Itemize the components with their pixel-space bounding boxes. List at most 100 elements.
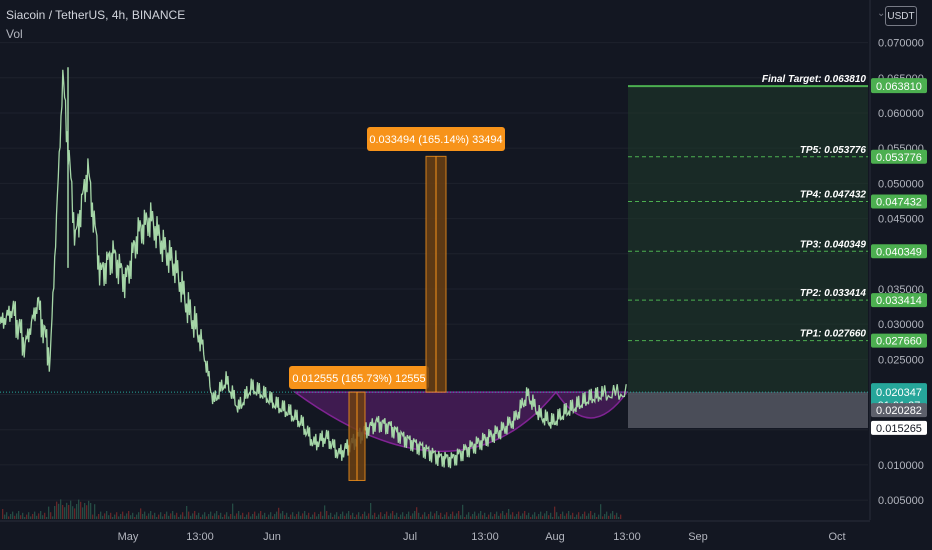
volume-bar: [346, 513, 348, 519]
volume-bar: [370, 503, 372, 519]
stop-zone: [628, 392, 868, 429]
volume-bar: [164, 514, 166, 519]
price-tick-label: 0.010000: [878, 460, 924, 472]
final-target-label: Final Target: 0.063810: [762, 74, 867, 85]
volume-bar: [292, 512, 294, 519]
volume-bar: [42, 515, 44, 519]
volume-bar: [306, 515, 308, 519]
volume-bar: [132, 512, 134, 519]
volume-bar: [78, 499, 80, 519]
volume-bar: [382, 516, 384, 519]
volume-bar: [312, 514, 314, 519]
volume-bar: [124, 515, 126, 519]
time-tick-label: Jun: [263, 531, 281, 543]
volume-bar: [72, 506, 74, 519]
volume-bar: [100, 511, 102, 519]
volume-bar: [314, 512, 316, 519]
volume-bar: [12, 511, 14, 519]
currency-button[interactable]: USDT: [885, 6, 917, 26]
volume-bar: [316, 516, 318, 519]
volume-bar: [240, 515, 242, 519]
time-tick-label: Jul: [403, 531, 417, 543]
axis-tag: 0.040349: [876, 246, 922, 258]
volume-bar: [496, 511, 498, 519]
volume-bar: [212, 515, 214, 519]
volume-bar: [282, 511, 284, 519]
volume-bar: [404, 516, 406, 519]
volume-bar: [52, 516, 54, 519]
volume-bar: [390, 513, 392, 519]
volume-bar: [34, 511, 36, 519]
volume-bar: [394, 515, 396, 519]
volume-bar: [570, 515, 572, 519]
volume-bar: [572, 512, 574, 519]
volume-bar: [290, 514, 292, 519]
volume-bar: [610, 513, 612, 519]
volume-bar: [544, 513, 546, 519]
volume-bar: [350, 515, 352, 519]
volume-indicator-label[interactable]: Vol: [6, 27, 23, 41]
volume-bar: [330, 512, 332, 519]
volume-bar: [84, 503, 86, 519]
volume-bar: [256, 515, 258, 519]
volume-bar: [110, 512, 112, 519]
volume-bar: [416, 507, 418, 519]
volume-bar: [166, 511, 168, 519]
volume-bar: [512, 512, 514, 519]
volume-bar: [590, 511, 592, 519]
volume-bar: [322, 515, 324, 519]
volume-bar: [268, 514, 270, 519]
volume-bar: [66, 502, 68, 519]
volume-bar: [364, 511, 366, 519]
volume-bar: [580, 516, 582, 519]
volume-bar: [430, 511, 432, 519]
volume-bar: [372, 515, 374, 519]
volume-bar: [198, 512, 200, 519]
volume-bar: [520, 515, 522, 519]
volume-bar: [492, 516, 494, 519]
volume-bar: [194, 511, 196, 519]
volume-bar: [514, 516, 516, 519]
volume-bar: [400, 514, 402, 519]
axis-tag: 0.047432: [876, 196, 922, 208]
volume-bar: [280, 513, 282, 519]
volume-bar: [44, 512, 46, 519]
volume-bar: [426, 516, 428, 519]
volume-bar: [150, 511, 152, 519]
volume-bar: [424, 512, 426, 519]
volume-bar: [458, 511, 460, 519]
volume-bar: [296, 514, 298, 519]
volume-bar: [228, 516, 230, 519]
volume-bar: [608, 515, 610, 519]
volume-bar: [92, 514, 94, 519]
volume-bar: [136, 514, 138, 519]
volume-bar: [618, 517, 620, 519]
volume-bar: [420, 517, 422, 519]
axis-tag-bg: [871, 333, 927, 348]
volume-bar: [604, 514, 606, 519]
volume-bar: [592, 515, 594, 519]
time-tick-label: May: [118, 531, 139, 543]
volume-bar: [236, 513, 238, 519]
volume-bar: [286, 512, 288, 519]
volume-bar: [354, 517, 356, 519]
axis-tag: 0.053776: [876, 152, 922, 164]
volume-bar: [444, 514, 446, 519]
volume-bar: [564, 515, 566, 519]
volume-bar: [116, 512, 118, 519]
measure-label: 0.012555 (165.73%) 12555: [292, 373, 425, 385]
volume-bar: [168, 515, 170, 519]
volume-bar: [554, 506, 556, 519]
volume-bar: [304, 511, 306, 519]
symbol-title[interactable]: Siacoin / TetherUS, 4h, BINANCE: [6, 8, 186, 22]
price-tick-label: 0.045000: [878, 214, 924, 226]
volume-bar: [516, 514, 518, 519]
volume-bar: [58, 503, 60, 519]
volume-bar: [480, 511, 482, 519]
volume-bar: [494, 514, 496, 519]
volume-bar: [524, 511, 526, 519]
volume-bar: [204, 512, 206, 519]
volume-bar: [460, 515, 462, 519]
volume-bar: [368, 513, 370, 519]
